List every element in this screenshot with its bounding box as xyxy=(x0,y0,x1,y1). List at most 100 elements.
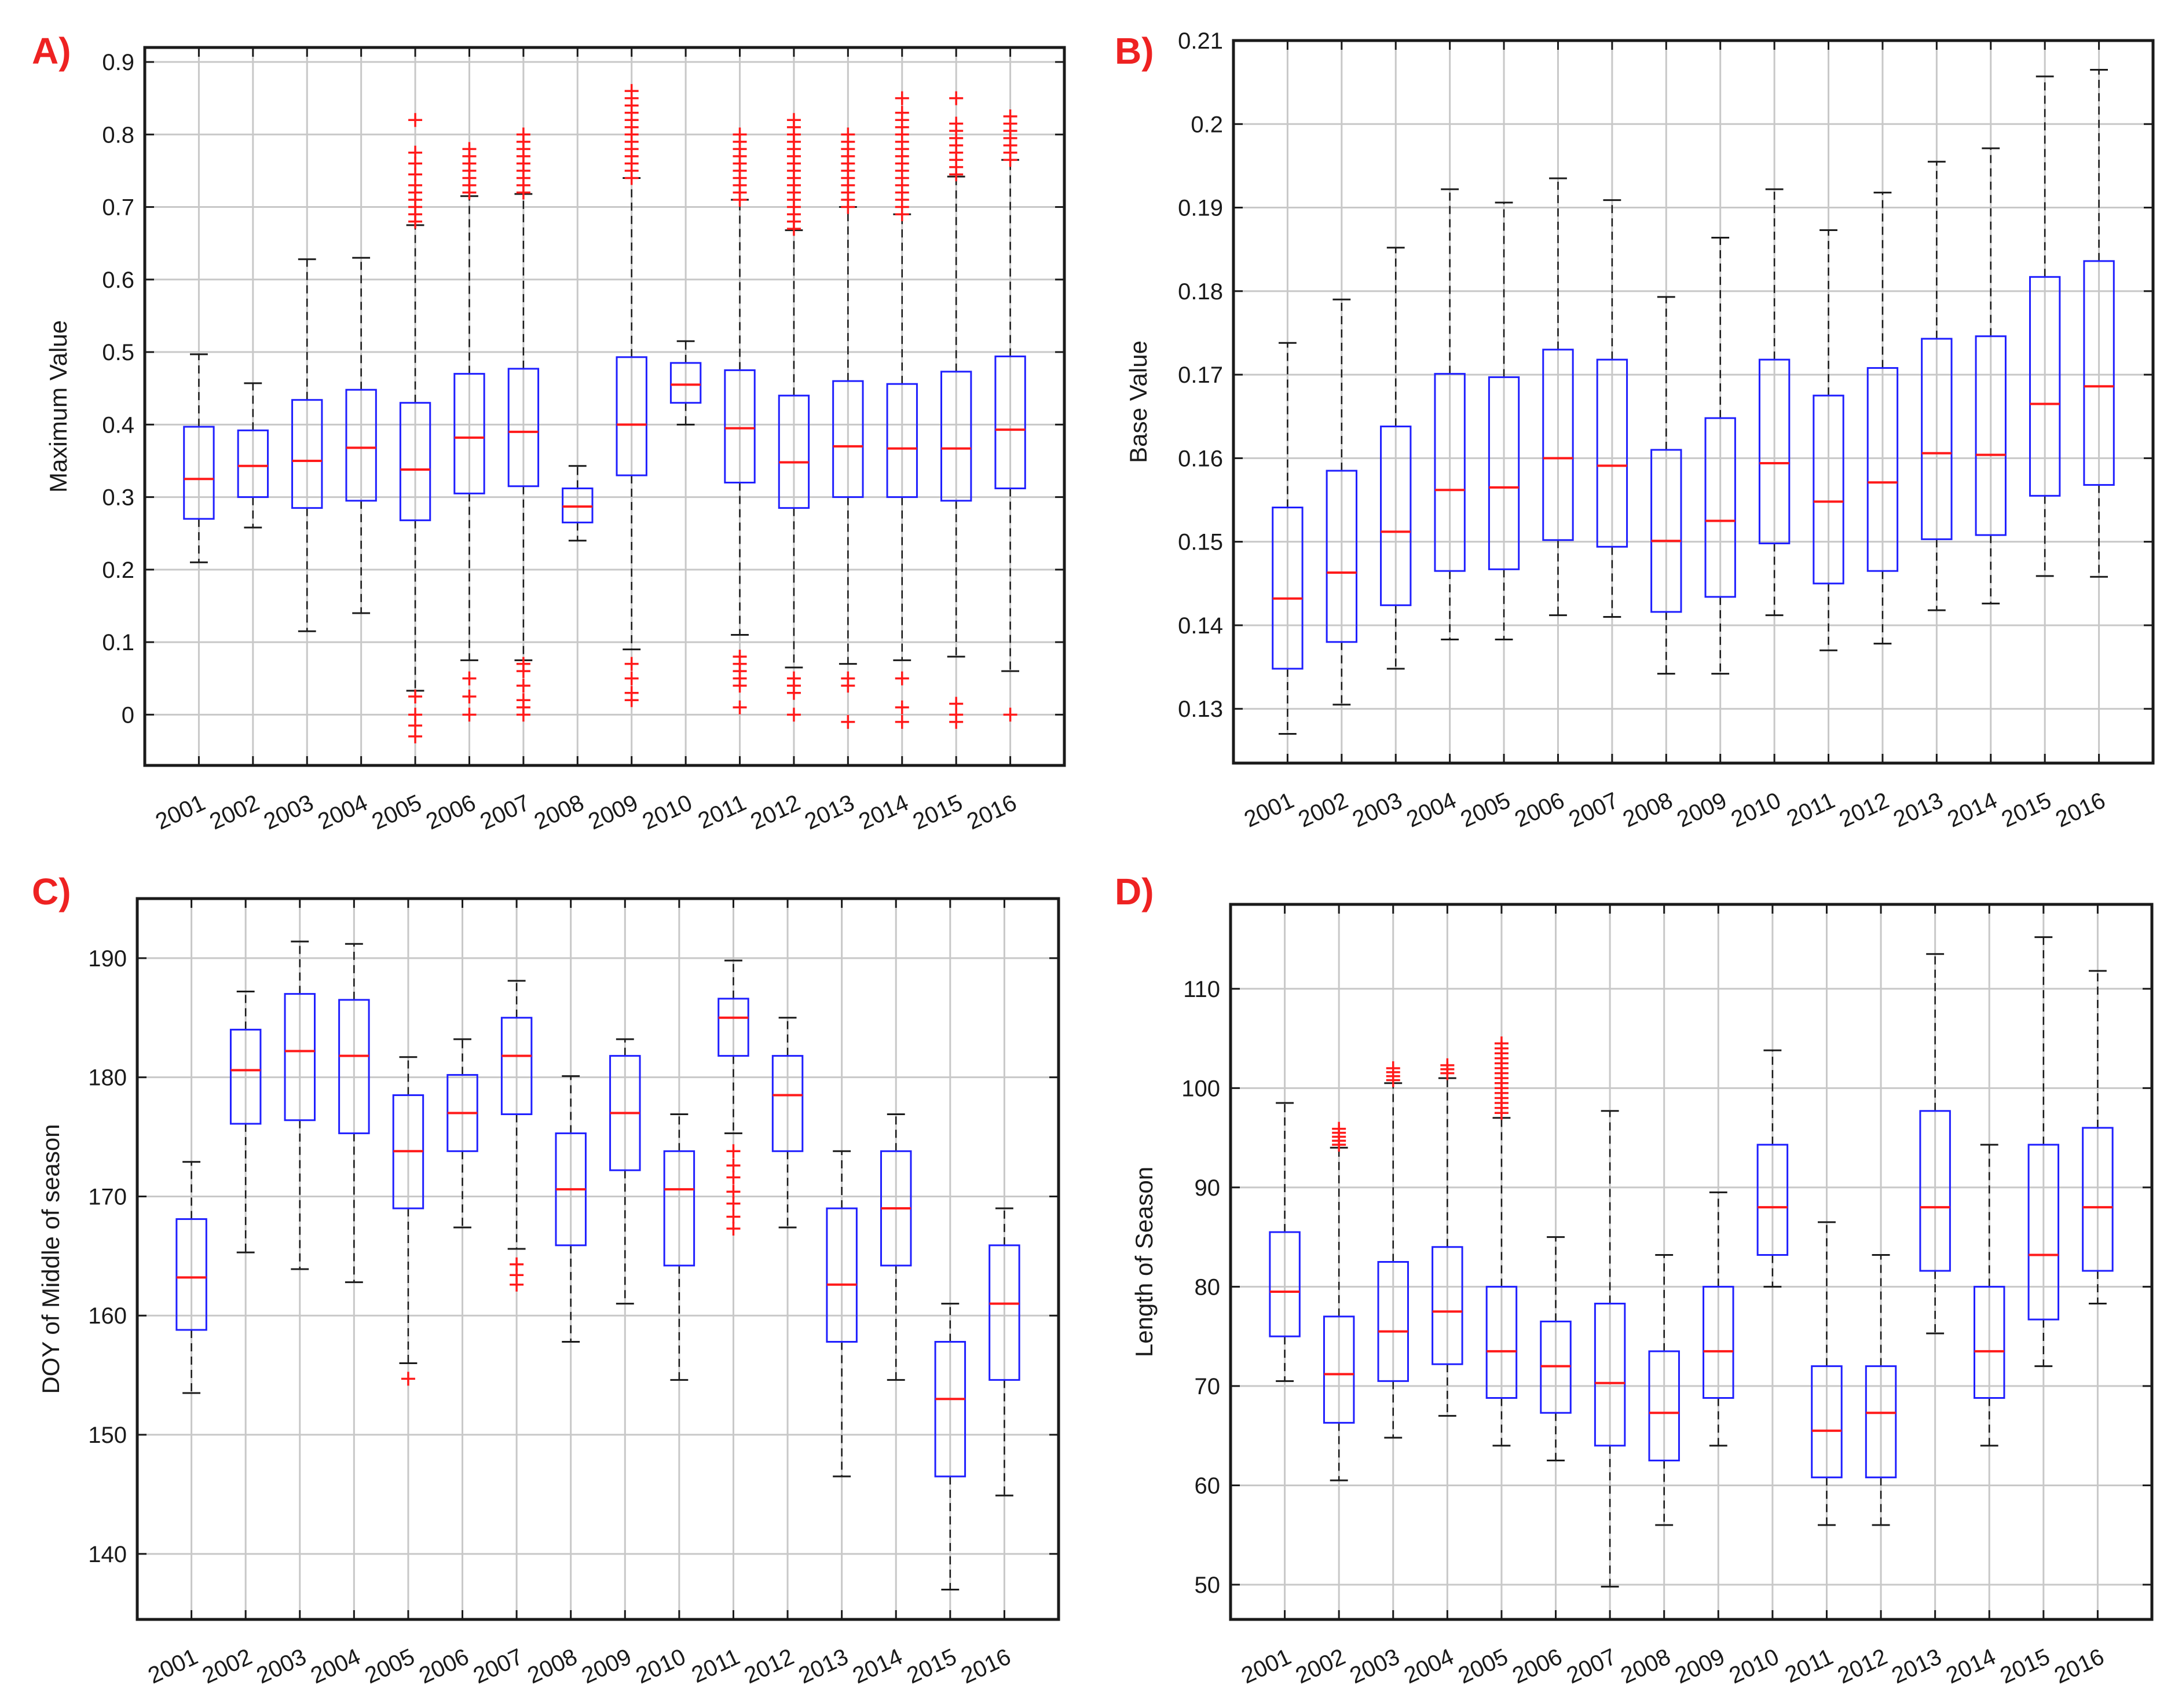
box-2003 xyxy=(284,940,316,1270)
y-tick-label: 150 xyxy=(88,1423,127,1448)
x-tick-label: 2014 xyxy=(849,1644,906,1688)
iqr-box xyxy=(1326,470,1358,643)
x-tick-label: 2007 xyxy=(476,790,533,834)
y-tick-label: 0.3 xyxy=(102,485,134,511)
outlier xyxy=(895,700,909,714)
y-tick-label: 0.15 xyxy=(1178,530,1223,555)
iqr-box xyxy=(2027,1143,2060,1321)
x-tick-label: 2005 xyxy=(368,790,426,834)
outlier xyxy=(516,127,530,142)
y-tick-label: 0.18 xyxy=(1178,279,1223,305)
y-tick-label: 80 xyxy=(1195,1274,1221,1300)
iqr-box xyxy=(724,369,756,484)
outlier xyxy=(841,671,855,686)
iqr-box xyxy=(1432,1246,1463,1365)
x-tick-label: 2015 xyxy=(1998,787,2055,832)
box-2013 xyxy=(1921,160,1953,611)
outlier xyxy=(462,671,477,686)
x-tick-label: 2001 xyxy=(1240,787,1298,832)
outlier xyxy=(1332,1121,1346,1136)
box-2012 xyxy=(778,113,810,722)
x-tick-label: 2016 xyxy=(2052,787,2109,832)
y-tick-label: 110 xyxy=(1183,977,1220,1002)
iqr-box xyxy=(175,1218,207,1331)
y-tick-label: 190 xyxy=(88,946,127,972)
x-tick-label: 2010 xyxy=(639,790,696,834)
iqr-box xyxy=(616,356,647,477)
x-tick-label: 2015 xyxy=(909,790,966,834)
box-2016 xyxy=(2082,970,2114,1305)
outlier xyxy=(516,679,530,693)
box-2005 xyxy=(1488,201,1520,640)
box-2010 xyxy=(1758,188,1791,617)
x-tick-label: 2013 xyxy=(801,790,858,834)
box-2001 xyxy=(1272,342,1304,735)
outlier xyxy=(726,1196,741,1211)
outlier xyxy=(949,91,964,105)
box-2013 xyxy=(1919,953,1951,1335)
iqr-box xyxy=(1648,1350,1680,1462)
outlier xyxy=(786,708,801,722)
x-tick-label: 2005 xyxy=(1457,787,1514,832)
outlier xyxy=(841,127,855,142)
x-tick-label: 2013 xyxy=(795,1644,852,1688)
y-tick-label: 0.1 xyxy=(102,630,134,655)
iqr-box xyxy=(229,1028,262,1125)
x-tick-label: 2011 xyxy=(694,790,750,834)
outlier xyxy=(895,714,909,729)
iqr-box xyxy=(1921,338,1953,540)
iqr-box xyxy=(771,1055,804,1152)
box-2013 xyxy=(826,1150,858,1478)
iqr-box xyxy=(284,993,316,1121)
outlier xyxy=(624,686,639,700)
box-2009 xyxy=(616,84,647,708)
x-tick-label: 2006 xyxy=(1511,787,1568,832)
y-axis-title: DOY of Middle of season xyxy=(37,1124,64,1394)
box-2009 xyxy=(1704,236,1736,675)
iqr-box xyxy=(1377,1261,1409,1382)
x-tick-label: 2009 xyxy=(1671,1644,1729,1688)
iqr-box xyxy=(1488,376,1520,570)
x-tick-label: 2008 xyxy=(523,1644,581,1688)
x-tick-label: 2002 xyxy=(206,790,263,834)
iqr-box xyxy=(1380,426,1412,606)
iqr-box xyxy=(1866,367,1899,572)
y-tick-label: 0.2 xyxy=(1191,112,1223,137)
x-tick-label: 2003 xyxy=(1349,787,1406,832)
y-tick-label: 140 xyxy=(88,1542,127,1567)
iqr-box xyxy=(1485,1285,1518,1399)
y-tick-label: 60 xyxy=(1195,1473,1221,1498)
y-tick-label: 160 xyxy=(88,1303,127,1329)
box-2002 xyxy=(1326,298,1358,706)
x-tick-label: 2014 xyxy=(855,790,912,834)
panel-label: C) xyxy=(32,871,71,912)
box-2001 xyxy=(183,353,215,563)
x-tick-label: 2012 xyxy=(741,1644,798,1688)
outlier xyxy=(733,127,747,142)
outlier xyxy=(726,1170,741,1185)
outlier xyxy=(408,145,423,160)
box-2013 xyxy=(832,127,864,729)
box-2012 xyxy=(1865,1253,1897,1526)
iqr-box xyxy=(989,1244,1020,1381)
y-tick-label: 0.14 xyxy=(1178,613,1223,639)
x-tick-label: 2002 xyxy=(199,1644,256,1688)
y-tick-label: 180 xyxy=(88,1065,127,1091)
y-tick-label: 0.9 xyxy=(102,50,134,75)
box-2007 xyxy=(500,980,533,1292)
x-tick-label: 2003 xyxy=(252,1644,310,1688)
y-tick-label: 0.6 xyxy=(102,267,134,293)
outlier xyxy=(462,142,477,156)
iqr-box xyxy=(886,383,918,499)
box-2008 xyxy=(562,465,594,542)
box-2014 xyxy=(880,1113,912,1381)
axes-frame xyxy=(1229,903,2154,1621)
x-tick-label: 2014 xyxy=(1943,787,2001,832)
iqr-box xyxy=(669,362,702,404)
box-2009 xyxy=(1703,1191,1734,1447)
outlier xyxy=(733,650,747,664)
x-tick-label: 2003 xyxy=(1346,1644,1403,1688)
outlier xyxy=(726,1144,741,1159)
outlier xyxy=(726,1222,741,1236)
box-2003 xyxy=(1377,1061,1409,1439)
